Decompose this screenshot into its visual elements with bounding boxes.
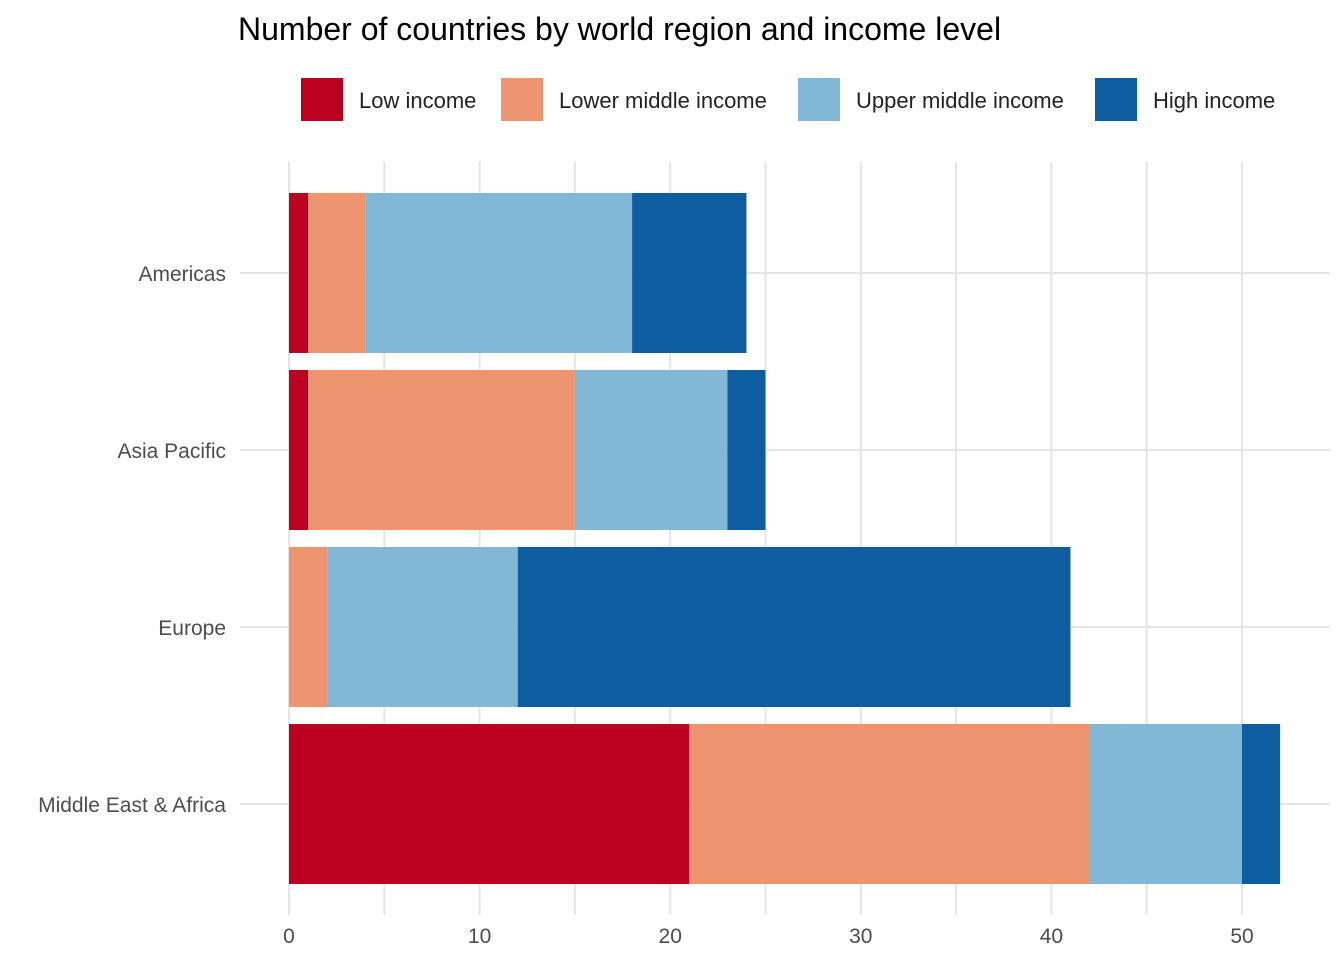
legend-swatch bbox=[798, 78, 840, 121]
legend-label: Low income bbox=[359, 88, 476, 113]
legend-swatch bbox=[301, 78, 343, 121]
legend: Low income Lower middle income Upper middl… bbox=[301, 78, 1275, 121]
x-axis: 0 10 20 30 40 50 bbox=[283, 925, 1254, 948]
x-tick-label: 20 bbox=[659, 925, 682, 948]
legend-item-high-income: High income bbox=[1095, 78, 1275, 121]
x-tick-label: 0 bbox=[283, 925, 295, 948]
bar-americas-high-income bbox=[632, 193, 747, 353]
y-tick-label: Middle East & Africa bbox=[38, 794, 226, 817]
bar-europe-upper-middle-income bbox=[327, 547, 518, 707]
legend-label: Upper middle income bbox=[856, 88, 1064, 113]
chart-title: Number of countries by world region and … bbox=[238, 11, 1001, 47]
x-tick-label: 10 bbox=[468, 925, 491, 948]
y-tick-label: Americas bbox=[138, 263, 226, 286]
bar-asia-pacific-upper-middle-income bbox=[574, 370, 728, 530]
legend-swatch bbox=[501, 78, 543, 121]
bars bbox=[289, 193, 1281, 884]
bar-europe-lower-middle-income bbox=[289, 547, 328, 707]
bar-americas-upper-middle-income bbox=[365, 193, 633, 353]
legend-item-lower-middle-income: Lower middle income bbox=[501, 78, 767, 121]
x-tick-label: 30 bbox=[849, 925, 872, 948]
bar-middle-east-and-africa-high-income bbox=[1242, 724, 1281, 884]
x-tick-label: 40 bbox=[1040, 925, 1063, 948]
y-tick-label: Europe bbox=[158, 617, 226, 640]
bar-americas-low-income bbox=[289, 193, 309, 353]
bar-americas-lower-middle-income bbox=[308, 193, 366, 353]
legend-item-low-income: Low income bbox=[301, 78, 476, 121]
bar-asia-pacific-high-income bbox=[727, 370, 766, 530]
bar-middle-east-and-africa-lower-middle-income bbox=[689, 724, 1090, 884]
legend-swatch bbox=[1095, 78, 1137, 121]
bar-asia-pacific-low-income bbox=[289, 370, 309, 530]
bar-asia-pacific-lower-middle-income bbox=[308, 370, 575, 530]
legend-label: High income bbox=[1153, 88, 1275, 113]
bar-middle-east-and-africa-upper-middle-income bbox=[1089, 724, 1242, 884]
y-axis: Americas Asia Pacific Europe Middle East & … bbox=[38, 263, 226, 817]
x-tick-label: 50 bbox=[1230, 925, 1253, 948]
y-tick-label: Asia Pacific bbox=[117, 440, 226, 463]
legend-label: Lower middle income bbox=[559, 88, 767, 113]
legend-item-upper-middle-income: Upper middle income bbox=[798, 78, 1064, 121]
bar-europe-high-income bbox=[517, 547, 1071, 707]
bar-middle-east-and-africa-low-income bbox=[289, 724, 690, 884]
